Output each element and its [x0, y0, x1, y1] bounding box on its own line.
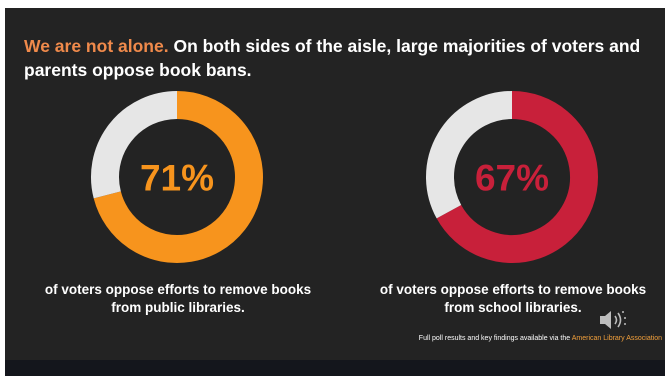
- donut-slice-remainder: [426, 91, 513, 219]
- donut-chart-school-libraries: 67%: [426, 91, 598, 263]
- footer-text: Full poll results and key findings avail…: [418, 335, 571, 342]
- footer-note: Full poll results and key findings avail…: [419, 335, 662, 342]
- caption-public-libraries: of voters oppose efforts to remove books…: [18, 281, 338, 317]
- bottom-strip: [5, 360, 665, 376]
- donut-percent-label: 67%: [475, 158, 549, 199]
- donut-slice-oppose: [436, 91, 598, 263]
- caption-line: of voters oppose efforts to remove books: [44, 282, 312, 297]
- caption-line: from school libraries.: [444, 300, 582, 315]
- donut-slice-oppose: [93, 91, 263, 263]
- caption-line: from public libraries.: [111, 300, 245, 315]
- footer-link[interactable]: American Library Association: [571, 335, 662, 342]
- donut-chart-public-libraries: 71%: [91, 91, 263, 263]
- slide-title: We are not alone. On both sides of the a…: [24, 34, 654, 82]
- caption-school-libraries: of voters oppose efforts to remove books…: [353, 281, 670, 317]
- donut-percent-label: 71%: [140, 158, 214, 199]
- title-text: On both sides of the aisle, large majori…: [24, 36, 641, 80]
- donut-slice-remainder: [91, 91, 178, 199]
- speaker-volume-icon[interactable]: [598, 308, 626, 332]
- caption-line: of voters oppose efforts to remove books: [379, 282, 647, 297]
- title-accent: We are not alone.: [24, 36, 169, 56]
